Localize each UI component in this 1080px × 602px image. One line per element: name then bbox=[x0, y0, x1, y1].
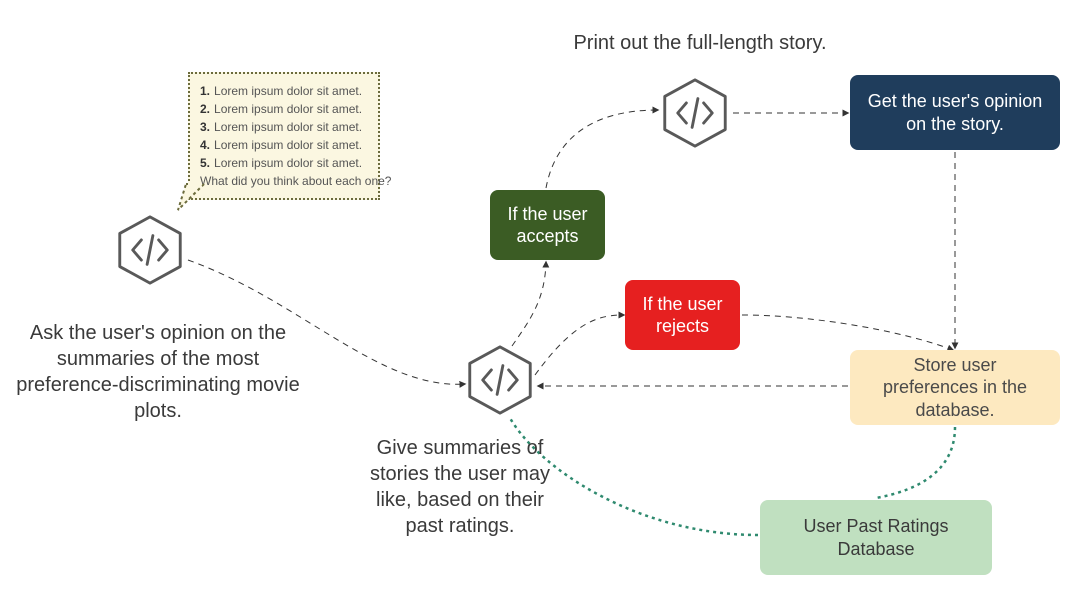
speech-line: 1.Lorem ipsum dolor sit amet. bbox=[200, 82, 368, 100]
flow-edge bbox=[535, 315, 624, 375]
box-get-opinion: Get the user's opinion on the story. bbox=[850, 75, 1060, 150]
box-if-accepts: If the user accepts bbox=[490, 190, 605, 260]
speech-line: 3.Lorem ipsum dolor sit amet. bbox=[200, 118, 368, 136]
flow-edge bbox=[742, 315, 953, 350]
code-hex-left-icon bbox=[114, 214, 186, 286]
code-hex-top-icon bbox=[659, 77, 731, 149]
speech-line: 2.Lorem ipsum dolor sit amet. bbox=[200, 100, 368, 118]
speech-line: 4.Lorem ipsum dolor sit amet. bbox=[200, 136, 368, 154]
speech-line: 5.Lorem ipsum dolor sit amet. bbox=[200, 154, 368, 172]
flow-edge bbox=[546, 110, 658, 188]
caption-give-summaries: Give summaries of stories the user may l… bbox=[360, 435, 560, 539]
code-hex-center-icon bbox=[464, 344, 536, 416]
box-ratings-db: User Past Ratings Database bbox=[760, 500, 992, 575]
flow-edge bbox=[876, 427, 955, 498]
speech-bubble: 1.Lorem ipsum dolor sit amet.2.Lorem ips… bbox=[188, 72, 380, 200]
box-label: If the user accepts bbox=[506, 203, 589, 248]
caption-ask-opinion: Ask the user's opinion on the summaries … bbox=[8, 320, 308, 424]
box-label: Get the user's opinion on the story. bbox=[866, 90, 1044, 135]
caption-print-story: Print out the full-length story. bbox=[560, 30, 840, 56]
box-label: If the user rejects bbox=[641, 293, 724, 338]
speech-footer: What did you think about each one? bbox=[200, 172, 368, 190]
box-store-prefs: Store user preferences in the database. bbox=[850, 350, 1060, 425]
box-label: User Past Ratings Database bbox=[776, 515, 976, 560]
speech-tail-icon bbox=[176, 182, 206, 212]
box-if-rejects: If the user rejects bbox=[625, 280, 740, 350]
flow-edge bbox=[512, 262, 546, 346]
box-label: Store user preferences in the database. bbox=[866, 354, 1044, 422]
